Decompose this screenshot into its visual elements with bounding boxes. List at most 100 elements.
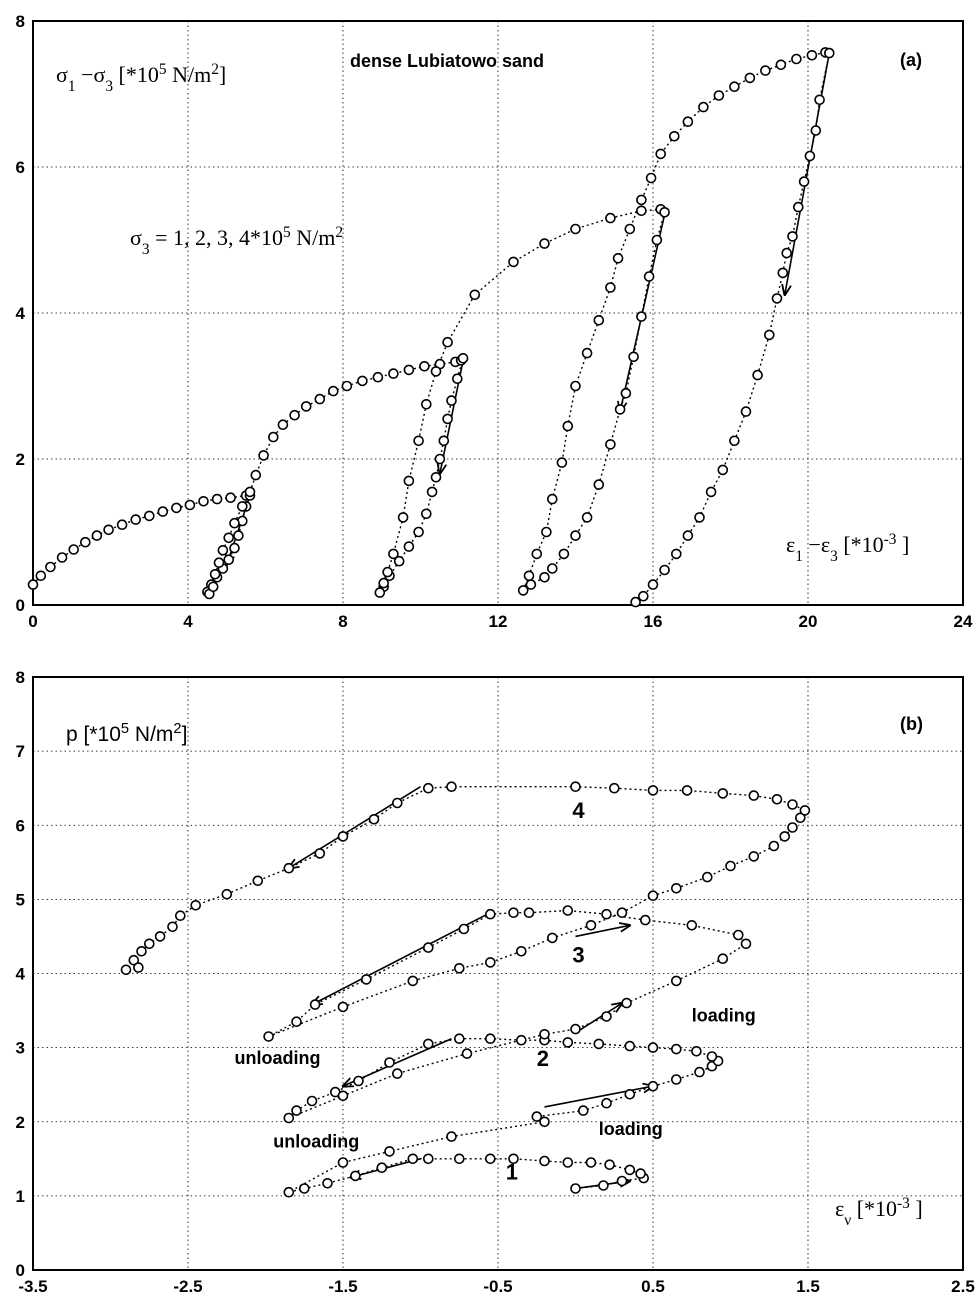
data-point bbox=[35, 570, 47, 582]
data-point bbox=[616, 907, 628, 919]
data-point bbox=[391, 1068, 403, 1079]
data-point bbox=[570, 223, 581, 235]
data-point bbox=[740, 406, 752, 417]
data-point bbox=[604, 1159, 615, 1170]
data-point bbox=[442, 413, 453, 425]
data-point bbox=[546, 493, 558, 505]
data-point bbox=[748, 790, 760, 801]
data-point bbox=[258, 450, 269, 461]
data-point bbox=[570, 1183, 581, 1194]
data-point bbox=[593, 479, 605, 490]
data-point bbox=[799, 805, 811, 816]
data-point bbox=[277, 419, 289, 431]
data-point bbox=[814, 94, 825, 106]
data-point bbox=[300, 401, 312, 412]
data-point bbox=[420, 508, 432, 520]
x-tick-label: 8 bbox=[338, 612, 347, 631]
data-point bbox=[368, 813, 380, 825]
data-point bbox=[422, 942, 434, 953]
data-point bbox=[157, 506, 169, 517]
data-point bbox=[539, 1155, 550, 1167]
y-tick-label: 5 bbox=[16, 890, 25, 909]
arrow bbox=[575, 925, 630, 938]
y-tick-label: 7 bbox=[16, 742, 25, 761]
plot-frame bbox=[32, 676, 964, 1271]
data-point bbox=[608, 782, 620, 794]
data-point bbox=[430, 471, 442, 483]
data-point bbox=[585, 1157, 597, 1168]
data-point bbox=[691, 1046, 702, 1057]
data-point bbox=[252, 875, 264, 887]
data-point bbox=[298, 1183, 310, 1194]
data-point bbox=[229, 542, 240, 554]
data-point bbox=[360, 974, 372, 985]
data-point bbox=[562, 1037, 574, 1048]
data-point bbox=[570, 781, 581, 793]
data-point bbox=[636, 205, 647, 217]
data-point bbox=[698, 101, 709, 113]
data-point bbox=[80, 536, 91, 548]
data-point bbox=[732, 929, 744, 941]
data-point bbox=[419, 360, 430, 372]
data-point bbox=[484, 1153, 496, 1165]
data-point bbox=[643, 271, 655, 282]
data-point bbox=[605, 212, 616, 224]
data-point bbox=[601, 1011, 612, 1022]
y-tick-label: 2 bbox=[16, 1113, 25, 1132]
panel-b: -3.5 -2.5 -1.5 -0.5 0.5 1.5 2.5 0 1 2 3 4 5 6 7 8 (b) p [… bbox=[16, 668, 975, 1296]
data-point bbox=[393, 555, 405, 567]
data-point bbox=[781, 247, 793, 259]
data-point bbox=[787, 822, 798, 833]
data-point bbox=[267, 431, 279, 443]
data-point bbox=[593, 1038, 605, 1050]
data-point bbox=[810, 125, 822, 136]
direction-label: loading bbox=[599, 1119, 663, 1139]
y-tick-label: 4 bbox=[16, 965, 26, 984]
data-point bbox=[237, 501, 248, 512]
data-point bbox=[384, 1146, 395, 1157]
data-point bbox=[682, 116, 694, 127]
data-point bbox=[434, 453, 446, 465]
data-point bbox=[777, 267, 789, 279]
data-point bbox=[740, 938, 752, 950]
data-point bbox=[798, 176, 810, 187]
data-point bbox=[116, 519, 128, 531]
data-point bbox=[103, 524, 114, 536]
data-point bbox=[458, 923, 470, 935]
data-point bbox=[130, 514, 141, 525]
data-point bbox=[541, 526, 552, 538]
data-point bbox=[624, 1089, 636, 1100]
data-point bbox=[207, 581, 219, 593]
data-point bbox=[184, 499, 196, 511]
data-point bbox=[624, 223, 636, 235]
x-tick-label: 4 bbox=[183, 612, 193, 631]
data-point bbox=[624, 1040, 636, 1052]
data-point bbox=[175, 910, 186, 922]
data-point bbox=[531, 1111, 543, 1122]
data-point bbox=[453, 962, 465, 974]
data-point bbox=[484, 957, 496, 968]
data-point bbox=[372, 371, 384, 383]
data-point bbox=[670, 1074, 682, 1085]
data-point bbox=[56, 552, 68, 563]
data-point bbox=[562, 905, 574, 916]
data-point bbox=[223, 554, 234, 566]
data-point bbox=[713, 90, 725, 101]
data-point bbox=[768, 840, 780, 852]
x-tick-label: 20 bbox=[799, 612, 818, 631]
data-point bbox=[357, 375, 368, 387]
data-point bbox=[446, 395, 457, 406]
data-point bbox=[469, 289, 481, 301]
data-point bbox=[508, 907, 519, 919]
data-point bbox=[403, 364, 415, 376]
data-point bbox=[309, 999, 321, 1010]
series-line bbox=[125, 786, 806, 1193]
data-point bbox=[659, 207, 670, 218]
data-point bbox=[446, 781, 457, 793]
data-point bbox=[397, 512, 409, 523]
y-tick-label: 6 bbox=[16, 816, 25, 835]
data-point bbox=[376, 1162, 388, 1173]
data-point bbox=[453, 1033, 465, 1044]
